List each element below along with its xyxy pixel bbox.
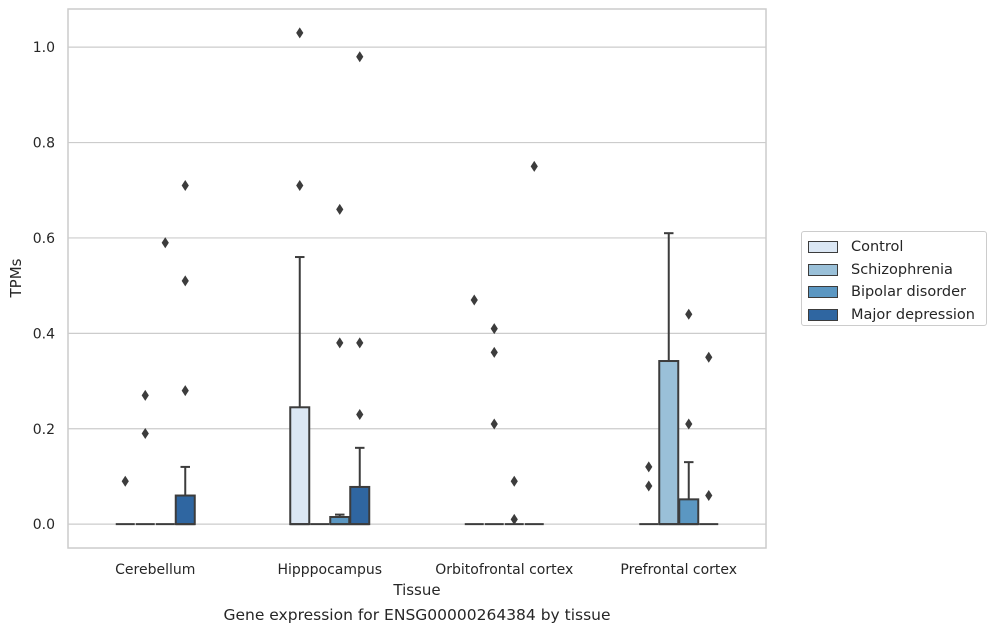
legend-item-schizophrenia: Schizophrenia [808, 259, 986, 282]
box-bipolar-disorder-hipppocampus [329, 513, 351, 526]
outlier-point [141, 389, 149, 401]
outlier-point [685, 418, 693, 430]
outlier-point [336, 203, 344, 215]
y-tick-label: 0.4 [33, 326, 55, 342]
outlier-point [181, 385, 189, 397]
outlier-point [510, 513, 518, 525]
outlier-point [296, 27, 304, 39]
x-tick-label: Orbitofrontal cortex [435, 562, 573, 578]
outlier-point [470, 294, 478, 306]
y-tick-label: 0.6 [33, 231, 55, 247]
outlier-point [141, 428, 149, 440]
x-tick-labels: Cerebellum Hipppocampus Orbitofrontal cort… [115, 562, 737, 578]
outlier-point [121, 475, 129, 487]
box-iqr [678, 498, 700, 526]
box-series [115, 232, 719, 526]
outlier-point [490, 346, 498, 358]
box-iqr [289, 406, 311, 526]
outlier-point [161, 237, 169, 249]
outlier-point [685, 308, 693, 320]
box-iqr [349, 485, 371, 526]
box-iqr [329, 515, 351, 526]
x-tick-label: Cerebellum [115, 562, 195, 578]
box-schizophrenia-prefrontal-cortex [658, 232, 680, 526]
y-tick-labels: 0.0 0.2 0.4 0.6 0.8 1.0 [33, 40, 55, 533]
outlier-point [645, 461, 653, 473]
legend-item-control: Control [808, 236, 986, 259]
legend-swatch-bipolar-disorder [808, 286, 838, 299]
outlier-point [181, 179, 189, 191]
box-iqr [174, 494, 196, 526]
legend-item-major-depression: Major depression [808, 304, 986, 327]
legend-swatch-major-depression [808, 308, 838, 321]
y-axis-title: TPMs [7, 258, 25, 298]
box-iqr [658, 360, 680, 526]
legend-swatch-schizophrenia [808, 263, 838, 276]
y-tick-label: 0.0 [33, 517, 55, 533]
outlier-point [356, 51, 364, 63]
outlier-point [296, 179, 304, 191]
outlier-point [356, 337, 364, 349]
y-tick-label: 0.8 [33, 136, 55, 152]
box-control-hipppocampus [289, 256, 311, 526]
legend-label-control: Control [851, 239, 904, 256]
outlier-point [490, 418, 498, 430]
y-tick-label: 0.2 [33, 422, 55, 438]
legend: Control Schizophrenia Bipolar disorder M… [801, 231, 987, 326]
box-major-depression-cerebellum [174, 465, 196, 526]
legend-label-major-depression: Major depression [851, 306, 975, 323]
outlier-point [336, 337, 344, 349]
outlier-point [510, 475, 518, 487]
outlier-point [645, 480, 653, 492]
box-bipolar-disorder-prefrontal-cortex [678, 461, 700, 526]
outlier-point [181, 275, 189, 287]
x-tick-label: Hipppocampus [277, 562, 382, 578]
legend-label-bipolar-disorder: Bipolar disorder [851, 284, 966, 301]
legend-item-bipolar-disorder: Bipolar disorder [808, 281, 986, 304]
outlier-point [705, 351, 713, 363]
x-axis-title: Tissue [392, 581, 440, 599]
outlier-point [530, 160, 538, 172]
outlier-point [356, 408, 364, 420]
outlier-points [121, 27, 713, 525]
box-major-depression-hipppocampus [349, 446, 371, 526]
x-tick-label: Prefrontal cortex [620, 562, 737, 578]
outlier-point [705, 490, 713, 502]
legend-swatch-control [808, 241, 838, 254]
legend-label-schizophrenia: Schizophrenia [851, 261, 953, 278]
outlier-point [490, 323, 498, 335]
plot-area-frame [67, 8, 767, 549]
y-tick-label: 1.0 [33, 40, 55, 56]
chart-caption: Gene expression for ENSG00000264384 by t… [223, 606, 611, 624]
